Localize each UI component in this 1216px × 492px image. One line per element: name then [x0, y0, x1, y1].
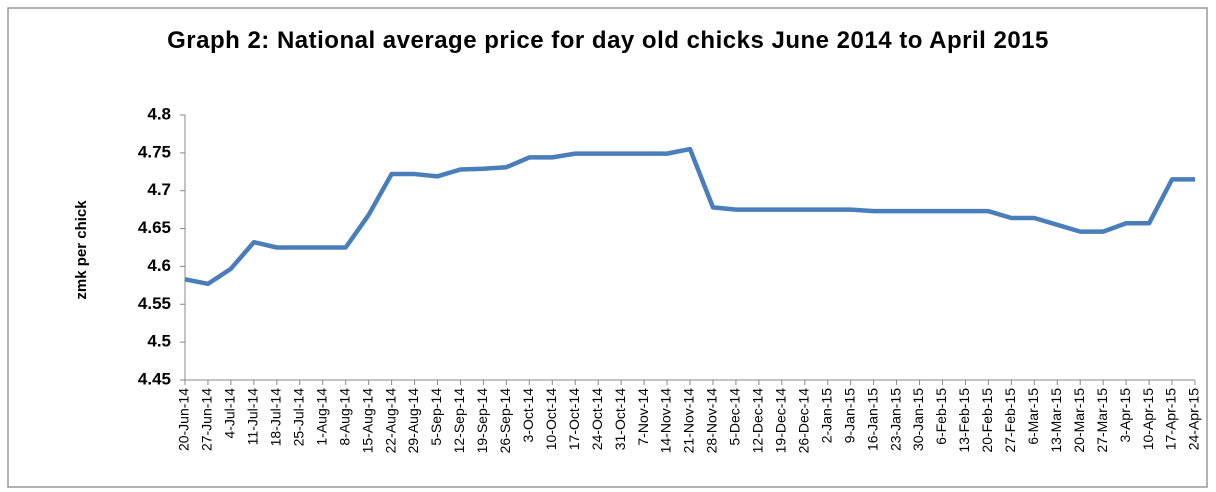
x-tick-label: 14-Nov-14	[658, 388, 674, 454]
x-tick-label: 13-Mar-15	[1048, 388, 1064, 453]
x-tick-label: 6-Mar-15	[1025, 388, 1041, 445]
y-tick-label: 4.55	[138, 294, 171, 313]
y-tick-label: 4.45	[138, 369, 171, 388]
chart-title: Graph 2: National average price for day …	[167, 27, 1049, 54]
x-tick-label: 4-Jul-14	[222, 388, 238, 439]
x-tick-label: 31-Oct-14	[612, 388, 628, 450]
x-tick-label: 20-Feb-15	[979, 388, 995, 453]
x-tick-label: 15-Aug-14	[359, 388, 375, 454]
x-tick-label: 27-Feb-15	[1002, 388, 1018, 453]
x-tick-label: 24-Oct-14	[589, 388, 605, 450]
x-tick-label: 9-Jan-15	[841, 388, 857, 443]
x-tick-label: 12-Dec-14	[750, 388, 766, 454]
x-tick-label: 30-Jan-15	[910, 388, 926, 451]
x-tick-label: 10-Apr-15	[1140, 388, 1156, 450]
x-tick-label: 2-Jan-15	[818, 388, 834, 443]
x-tick-label: 10-Oct-14	[543, 388, 559, 450]
x-tick-label: 3-Oct-14	[520, 388, 536, 443]
y-tick-label: 4.7	[147, 180, 171, 199]
y-tick-label: 4.75	[138, 142, 171, 161]
x-tick-label: 20-Jun-14	[176, 388, 192, 451]
x-tick-label: 19-Sep-14	[474, 388, 490, 454]
x-tick-label: 6-Feb-15	[933, 388, 949, 445]
x-tick-label: 28-Nov-14	[704, 388, 720, 454]
x-tick-label: 5-Sep-14	[428, 388, 444, 446]
x-tick-label: 11-Jul-14	[245, 388, 261, 446]
y-tick-label: 4.6	[147, 256, 171, 275]
x-tick-label: 17-Apr-15	[1163, 388, 1179, 450]
x-tick-label: 17-Oct-14	[566, 388, 582, 450]
x-tick-label: 27-Mar-15	[1094, 388, 1110, 453]
x-tick-label: 22-Aug-14	[382, 388, 398, 454]
x-tick-label: 7-Nov-14	[635, 388, 651, 446]
x-tick-label: 20-Mar-15	[1071, 388, 1087, 453]
x-tick-label: 3-Apr-15	[1117, 388, 1133, 443]
x-tick-label: 18-Jul-14	[268, 388, 284, 447]
chart-border	[7, 7, 1208, 488]
x-tick-label: 24-Apr-15	[1186, 388, 1202, 450]
x-tick-label: 19-Dec-14	[773, 388, 789, 454]
x-tick-label: 21-Nov-14	[681, 388, 697, 454]
x-tick-label: 29-Aug-14	[405, 388, 421, 454]
line-series	[184, 146, 1195, 287]
x-tick-label: 26-Sep-14	[497, 388, 513, 454]
x-tick-label: 5-Dec-14	[727, 388, 743, 446]
x-tick-label: 25-Jul-14	[290, 388, 306, 447]
y-tick-label: 4.5	[147, 332, 171, 351]
x-tick-label: 13-Feb-15	[956, 388, 972, 453]
x-tick-label: 23-Jan-15	[887, 388, 903, 451]
x-tick-label: 12-Sep-14	[451, 388, 467, 454]
y-axis-label: zmk per chick	[73, 200, 90, 300]
x-tick-label: 16-Jan-15	[864, 388, 880, 451]
x-tick-label: 27-Jun-14	[199, 388, 215, 451]
y-tick-label: 4.65	[138, 218, 171, 237]
x-tick-label: 8-Aug-14	[336, 388, 352, 446]
y-tick-label: 4.8	[147, 104, 171, 123]
x-tick-label: 1-Aug-14	[313, 388, 329, 446]
x-tick-label: 26-Dec-14	[795, 388, 811, 454]
